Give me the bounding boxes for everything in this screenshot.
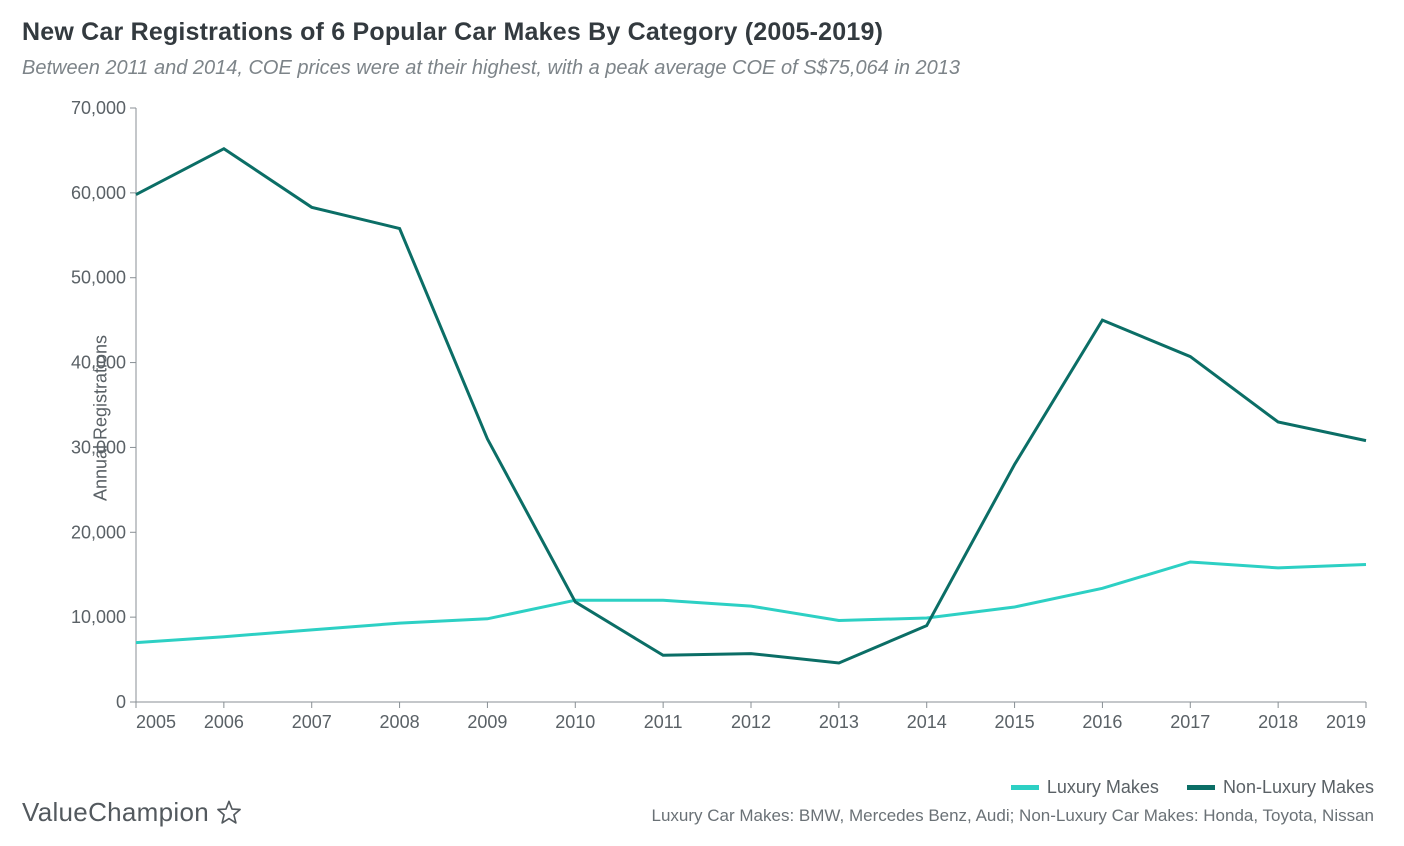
svg-text:2015: 2015: [995, 712, 1035, 732]
svg-text:2008: 2008: [380, 712, 420, 732]
legend-item: Luxury Makes: [1011, 777, 1159, 798]
legend-label: Luxury Makes: [1047, 777, 1159, 798]
svg-text:2014: 2014: [907, 712, 947, 732]
svg-text:2017: 2017: [1170, 712, 1210, 732]
svg-text:50,000: 50,000: [71, 268, 126, 288]
chart-area: Annual Registrations 010,00020,00030,000…: [22, 98, 1376, 738]
svg-text:2012: 2012: [731, 712, 771, 732]
chart-subtitle: Between 2011 and 2014, COE prices were a…: [22, 57, 1376, 80]
brand-text: ValueChampion: [22, 797, 209, 828]
legend-swatch: [1011, 785, 1039, 790]
svg-text:70,000: 70,000: [71, 98, 126, 118]
svg-text:2011: 2011: [644, 712, 683, 732]
chart-title: New Car Registrations of 6 Popular Car M…: [22, 18, 1376, 47]
svg-text:30,000: 30,000: [71, 437, 126, 457]
svg-text:2018: 2018: [1258, 712, 1298, 732]
legend: Luxury Makes Non-Luxury Makes: [1011, 777, 1374, 798]
svg-text:2009: 2009: [467, 712, 507, 732]
svg-text:60,000: 60,000: [71, 183, 126, 203]
brand-logo: ValueChampion: [22, 797, 243, 828]
legend-item: Non-Luxury Makes: [1187, 777, 1374, 798]
svg-text:2005: 2005: [136, 712, 176, 732]
svg-text:2016: 2016: [1082, 712, 1122, 732]
chart-footnote: Luxury Car Makes: BMW, Mercedes Benz, Au…: [652, 806, 1374, 826]
svg-text:2010: 2010: [555, 712, 595, 732]
svg-text:2006: 2006: [204, 712, 244, 732]
svg-text:2013: 2013: [819, 712, 859, 732]
svg-text:10,000: 10,000: [71, 607, 126, 627]
svg-text:2019: 2019: [1326, 712, 1366, 732]
svg-text:2007: 2007: [292, 712, 332, 732]
legend-swatch: [1187, 785, 1215, 790]
svg-text:40,000: 40,000: [71, 353, 126, 373]
star-icon: [215, 799, 243, 827]
svg-text:0: 0: [116, 692, 126, 712]
line-chart: 0 10,000 20,000 30,000 40,000 50,000 60,000 70,…: [70, 98, 1376, 738]
legend-label: Non-Luxury Makes: [1223, 777, 1374, 798]
svg-text:20,000: 20,000: [71, 522, 126, 542]
